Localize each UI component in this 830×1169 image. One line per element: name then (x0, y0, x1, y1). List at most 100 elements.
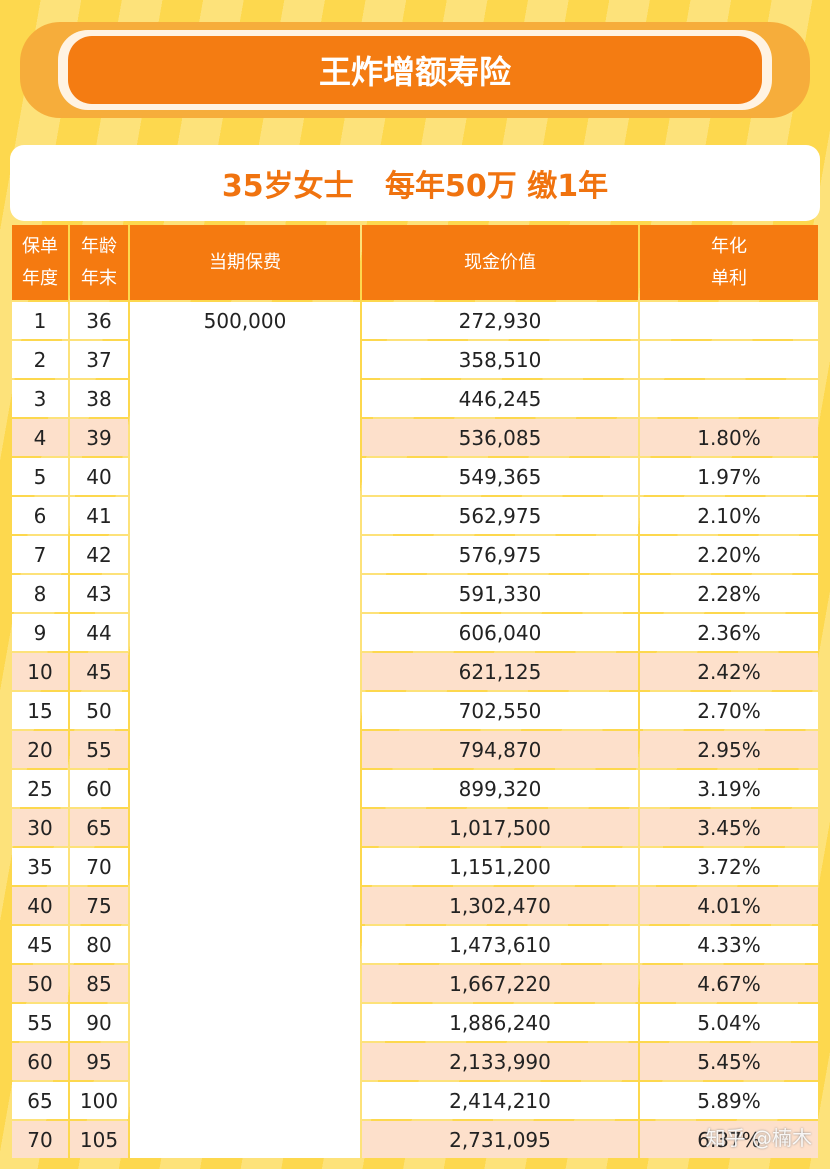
cell-bg (362, 848, 638, 885)
cell-bg (12, 770, 68, 807)
age-cell: 105 (79, 1127, 119, 1152)
cash-value-cell: 591,330 (458, 581, 542, 606)
cell-bg (12, 497, 68, 534)
age-cell: 70 (86, 854, 112, 879)
age-cell: 75 (86, 893, 112, 918)
cell-bg (362, 380, 638, 417)
cell-bg (70, 1082, 128, 1119)
cash-value-cell: 899,320 (458, 776, 542, 801)
cell-bg (362, 1082, 638, 1119)
cell-bg (640, 1082, 818, 1119)
cell-bg (12, 458, 68, 495)
cell-bg (362, 536, 638, 573)
age-cell: 80 (86, 932, 112, 957)
rate-cell: 4.01% (697, 893, 761, 918)
age-cell: 43 (86, 581, 112, 606)
premium-column (130, 302, 360, 1158)
cell-bg (640, 887, 818, 924)
cell-bg (12, 848, 68, 885)
cell-bg (70, 302, 128, 339)
cell-bg (70, 614, 128, 651)
cell-bg (640, 692, 818, 729)
column-header: 年化 单利 (640, 225, 818, 300)
cell-bg (12, 1082, 68, 1119)
cash-value-cell: 702,550 (458, 698, 542, 723)
cell-bg (640, 965, 818, 1002)
cell-bg (362, 302, 638, 339)
cell-bg (362, 887, 638, 924)
age-cell: 55 (86, 737, 112, 762)
cash-value-cell: 1,886,240 (449, 1010, 551, 1035)
cash-value-cell: 794,870 (458, 737, 542, 762)
cell-bg (70, 1043, 128, 1080)
cell-bg (640, 731, 818, 768)
cell-bg (12, 419, 68, 456)
age-cell: 90 (86, 1010, 112, 1035)
year-cell: 35 (27, 854, 53, 879)
cell-bg (12, 926, 68, 963)
cell-bg (12, 731, 68, 768)
cell-bg (640, 419, 818, 456)
column-header: 现金价值 (362, 225, 638, 300)
cell-bg (640, 1043, 818, 1080)
cell-bg (640, 926, 818, 963)
cell-bg (12, 1043, 68, 1080)
age-cell: 36 (86, 308, 112, 333)
cell-bg (640, 770, 818, 807)
cash-value-cell: 1,473,610 (449, 932, 551, 957)
cash-value-cell: 272,930 (458, 308, 542, 333)
rate-cell: 2.70% (697, 698, 761, 723)
cell-bg (362, 731, 638, 768)
cell-bg (362, 965, 638, 1002)
cell-bg (362, 419, 638, 456)
rate-cell: 2.28% (697, 581, 761, 606)
cell-bg (362, 341, 638, 378)
cash-value-cell: 2,731,095 (449, 1127, 551, 1152)
cell-bg (640, 1121, 818, 1158)
age-cell: 41 (86, 503, 112, 528)
cash-value-cell: 446,245 (458, 386, 542, 411)
cash-value-cell: 562,975 (458, 503, 542, 528)
cell-bg (12, 302, 68, 339)
year-cell: 65 (27, 1088, 53, 1113)
cash-value-cell: 1,017,500 (449, 815, 551, 840)
cell-bg (640, 458, 818, 495)
cash-value-cell: 2,133,990 (449, 1049, 551, 1074)
cell-bg (362, 614, 638, 651)
cell-bg (640, 575, 818, 612)
rate-cell: 5.89% (697, 1088, 761, 1113)
cell-bg (640, 341, 818, 378)
cell-bg (640, 380, 818, 417)
rate-cell: 5.45% (697, 1049, 761, 1074)
title-banner: 王炸增额寿险 (20, 22, 810, 118)
cell-bg (12, 614, 68, 651)
cell-bg (70, 848, 128, 885)
cash-value-cell: 1,667,220 (449, 971, 551, 996)
year-cell: 6 (33, 503, 47, 528)
age-cell: 95 (86, 1049, 112, 1074)
year-cell: 4 (33, 425, 47, 450)
cell-bg (12, 1004, 68, 1041)
cash-value-cell: 606,040 (458, 620, 542, 645)
year-cell: 30 (27, 815, 53, 840)
column-header: 当期保费 (130, 225, 360, 300)
cell-bg (12, 1121, 68, 1158)
cell-bg (70, 926, 128, 963)
age-cell: 60 (86, 776, 112, 801)
cell-bg (70, 380, 128, 417)
cash-value-cell: 536,085 (458, 425, 542, 450)
cell-bg (362, 809, 638, 846)
year-cell: 7 (33, 542, 47, 567)
cash-value-cell: 1,302,470 (449, 893, 551, 918)
cash-value-cell: 358,510 (458, 347, 542, 372)
cell-bg (70, 419, 128, 456)
age-cell: 45 (86, 659, 112, 684)
cell-bg (640, 614, 818, 651)
rate-cell: 2.42% (697, 659, 761, 684)
cell-bg (70, 887, 128, 924)
column-header: 保单 年度 (12, 225, 68, 300)
year-cell: 45 (27, 932, 53, 957)
cell-bg (70, 1121, 128, 1158)
cell-bg (70, 1004, 128, 1041)
rate-cell: 4.33% (697, 932, 761, 957)
